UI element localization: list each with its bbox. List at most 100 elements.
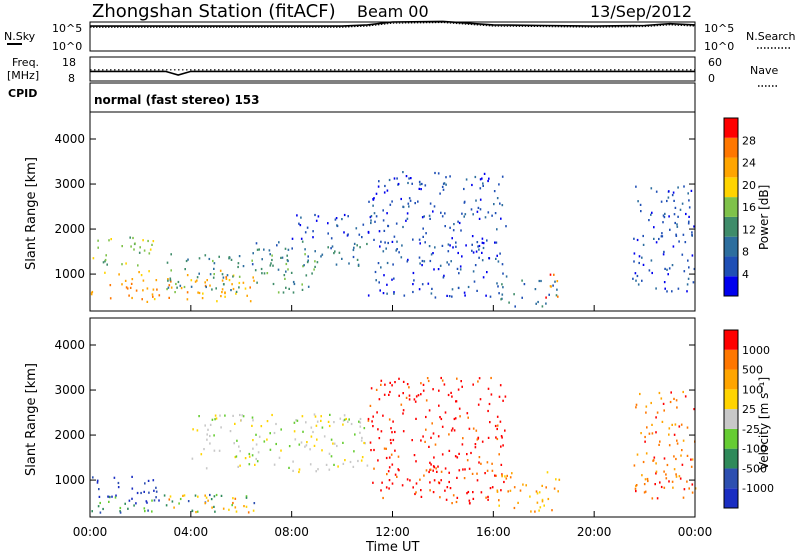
data-cell: [278, 241, 280, 244]
data-cell: [369, 441, 372, 444]
data-cell: [418, 180, 421, 183]
data-cell: [648, 432, 651, 435]
data-cell: [499, 420, 502, 423]
data-cell: [462, 437, 464, 440]
data-cell: [415, 395, 418, 398]
data-cell: [263, 248, 265, 251]
data-cell: [419, 262, 421, 265]
data-cell: [663, 457, 666, 460]
data-cell: [655, 287, 657, 290]
data-cell: [639, 392, 641, 396]
data-cell: [529, 495, 531, 498]
data-cell: [500, 463, 503, 466]
data-cell: [450, 260, 452, 263]
data-cell: [503, 480, 505, 484]
data-cell: [374, 270, 377, 274]
data-cell: [383, 393, 386, 396]
data-cell: [452, 229, 455, 232]
data-cell: [275, 442, 277, 446]
data-cell: [218, 255, 220, 258]
data-cell: [682, 233, 685, 236]
data-cell: [124, 279, 127, 282]
data-cell: [448, 449, 451, 452]
data-cell: [691, 483, 694, 486]
data-cell: [475, 429, 478, 432]
data-cell: [481, 259, 484, 262]
velocity-colorbar-label: Velocity [m s⁻¹]: [757, 377, 771, 470]
data-cell: [669, 400, 672, 404]
data-cell: [496, 489, 499, 492]
data-cell: [235, 290, 238, 293]
data-cell: [425, 469, 428, 472]
data-cell: [409, 479, 411, 482]
y-tick-label: 3000: [54, 383, 85, 397]
data-cell: [463, 477, 466, 480]
data-cell: [494, 212, 497, 215]
data-cell: [470, 208, 473, 211]
data-cell: [342, 423, 344, 426]
data-cell: [640, 432, 642, 435]
data-cell: [547, 497, 550, 501]
data-cell: [377, 459, 379, 462]
data-cell: [681, 449, 683, 452]
data-cell: [487, 498, 489, 501]
data-cell: [495, 241, 498, 244]
data-cell: [421, 283, 424, 286]
data-cell: [671, 290, 673, 293]
data-cell: [296, 214, 298, 217]
data-cell: [369, 216, 372, 219]
data-cell: [433, 268, 435, 271]
data-cell: [482, 242, 485, 245]
data-cell: [206, 438, 208, 441]
data-cell: [501, 175, 504, 178]
data-cell: [421, 216, 424, 219]
data-cell: [251, 263, 254, 266]
data-cell: [396, 240, 398, 243]
data-cell: [198, 272, 200, 275]
data-cell: [459, 415, 461, 418]
data-cell: [408, 177, 410, 180]
data-cell: [417, 200, 419, 203]
data-cell: [424, 241, 426, 244]
data-cell: [377, 262, 380, 265]
data-cell: [474, 443, 477, 446]
data-cell: [298, 443, 301, 446]
data-cell: [321, 449, 323, 452]
colorbar-tick-label: 20: [742, 179, 756, 192]
y-tick-label: 1000: [54, 473, 85, 487]
data-cell: [671, 194, 674, 197]
data-cell: [691, 458, 694, 461]
data-cell: [549, 273, 552, 276]
data-cell: [372, 425, 374, 428]
beam-label: Beam 00: [357, 2, 429, 21]
data-cell: [666, 290, 668, 293]
data-cell: [110, 238, 112, 241]
data-cell: [222, 283, 225, 286]
data-cell: [316, 261, 319, 264]
data-cell: [686, 426, 689, 429]
data-cell: [170, 286, 173, 289]
data-cell: [178, 502, 180, 505]
data-cell: [118, 273, 120, 276]
nsearch-tick-top: 10^5: [704, 22, 734, 35]
data-cell: [476, 241, 479, 244]
data-cell: [269, 264, 272, 267]
data-cell: [457, 220, 459, 223]
data-cell: [407, 258, 409, 261]
data-cell: [676, 439, 678, 442]
data-cell: [198, 257, 201, 260]
data-cell: [451, 427, 454, 430]
data-cell: [405, 396, 408, 399]
data-cell: [651, 432, 654, 435]
data-cell: [451, 237, 453, 240]
data-cell: [314, 265, 316, 268]
nsky-series-line: [90, 20, 696, 27]
data-cell: [230, 258, 233, 261]
data-cell: [335, 217, 338, 220]
data-cell: [428, 470, 430, 474]
y-tick-label: 4000: [54, 338, 85, 352]
data-cell: [144, 510, 146, 513]
data-cell: [682, 439, 685, 442]
data-cell: [301, 415, 304, 418]
data-cell: [435, 467, 437, 470]
